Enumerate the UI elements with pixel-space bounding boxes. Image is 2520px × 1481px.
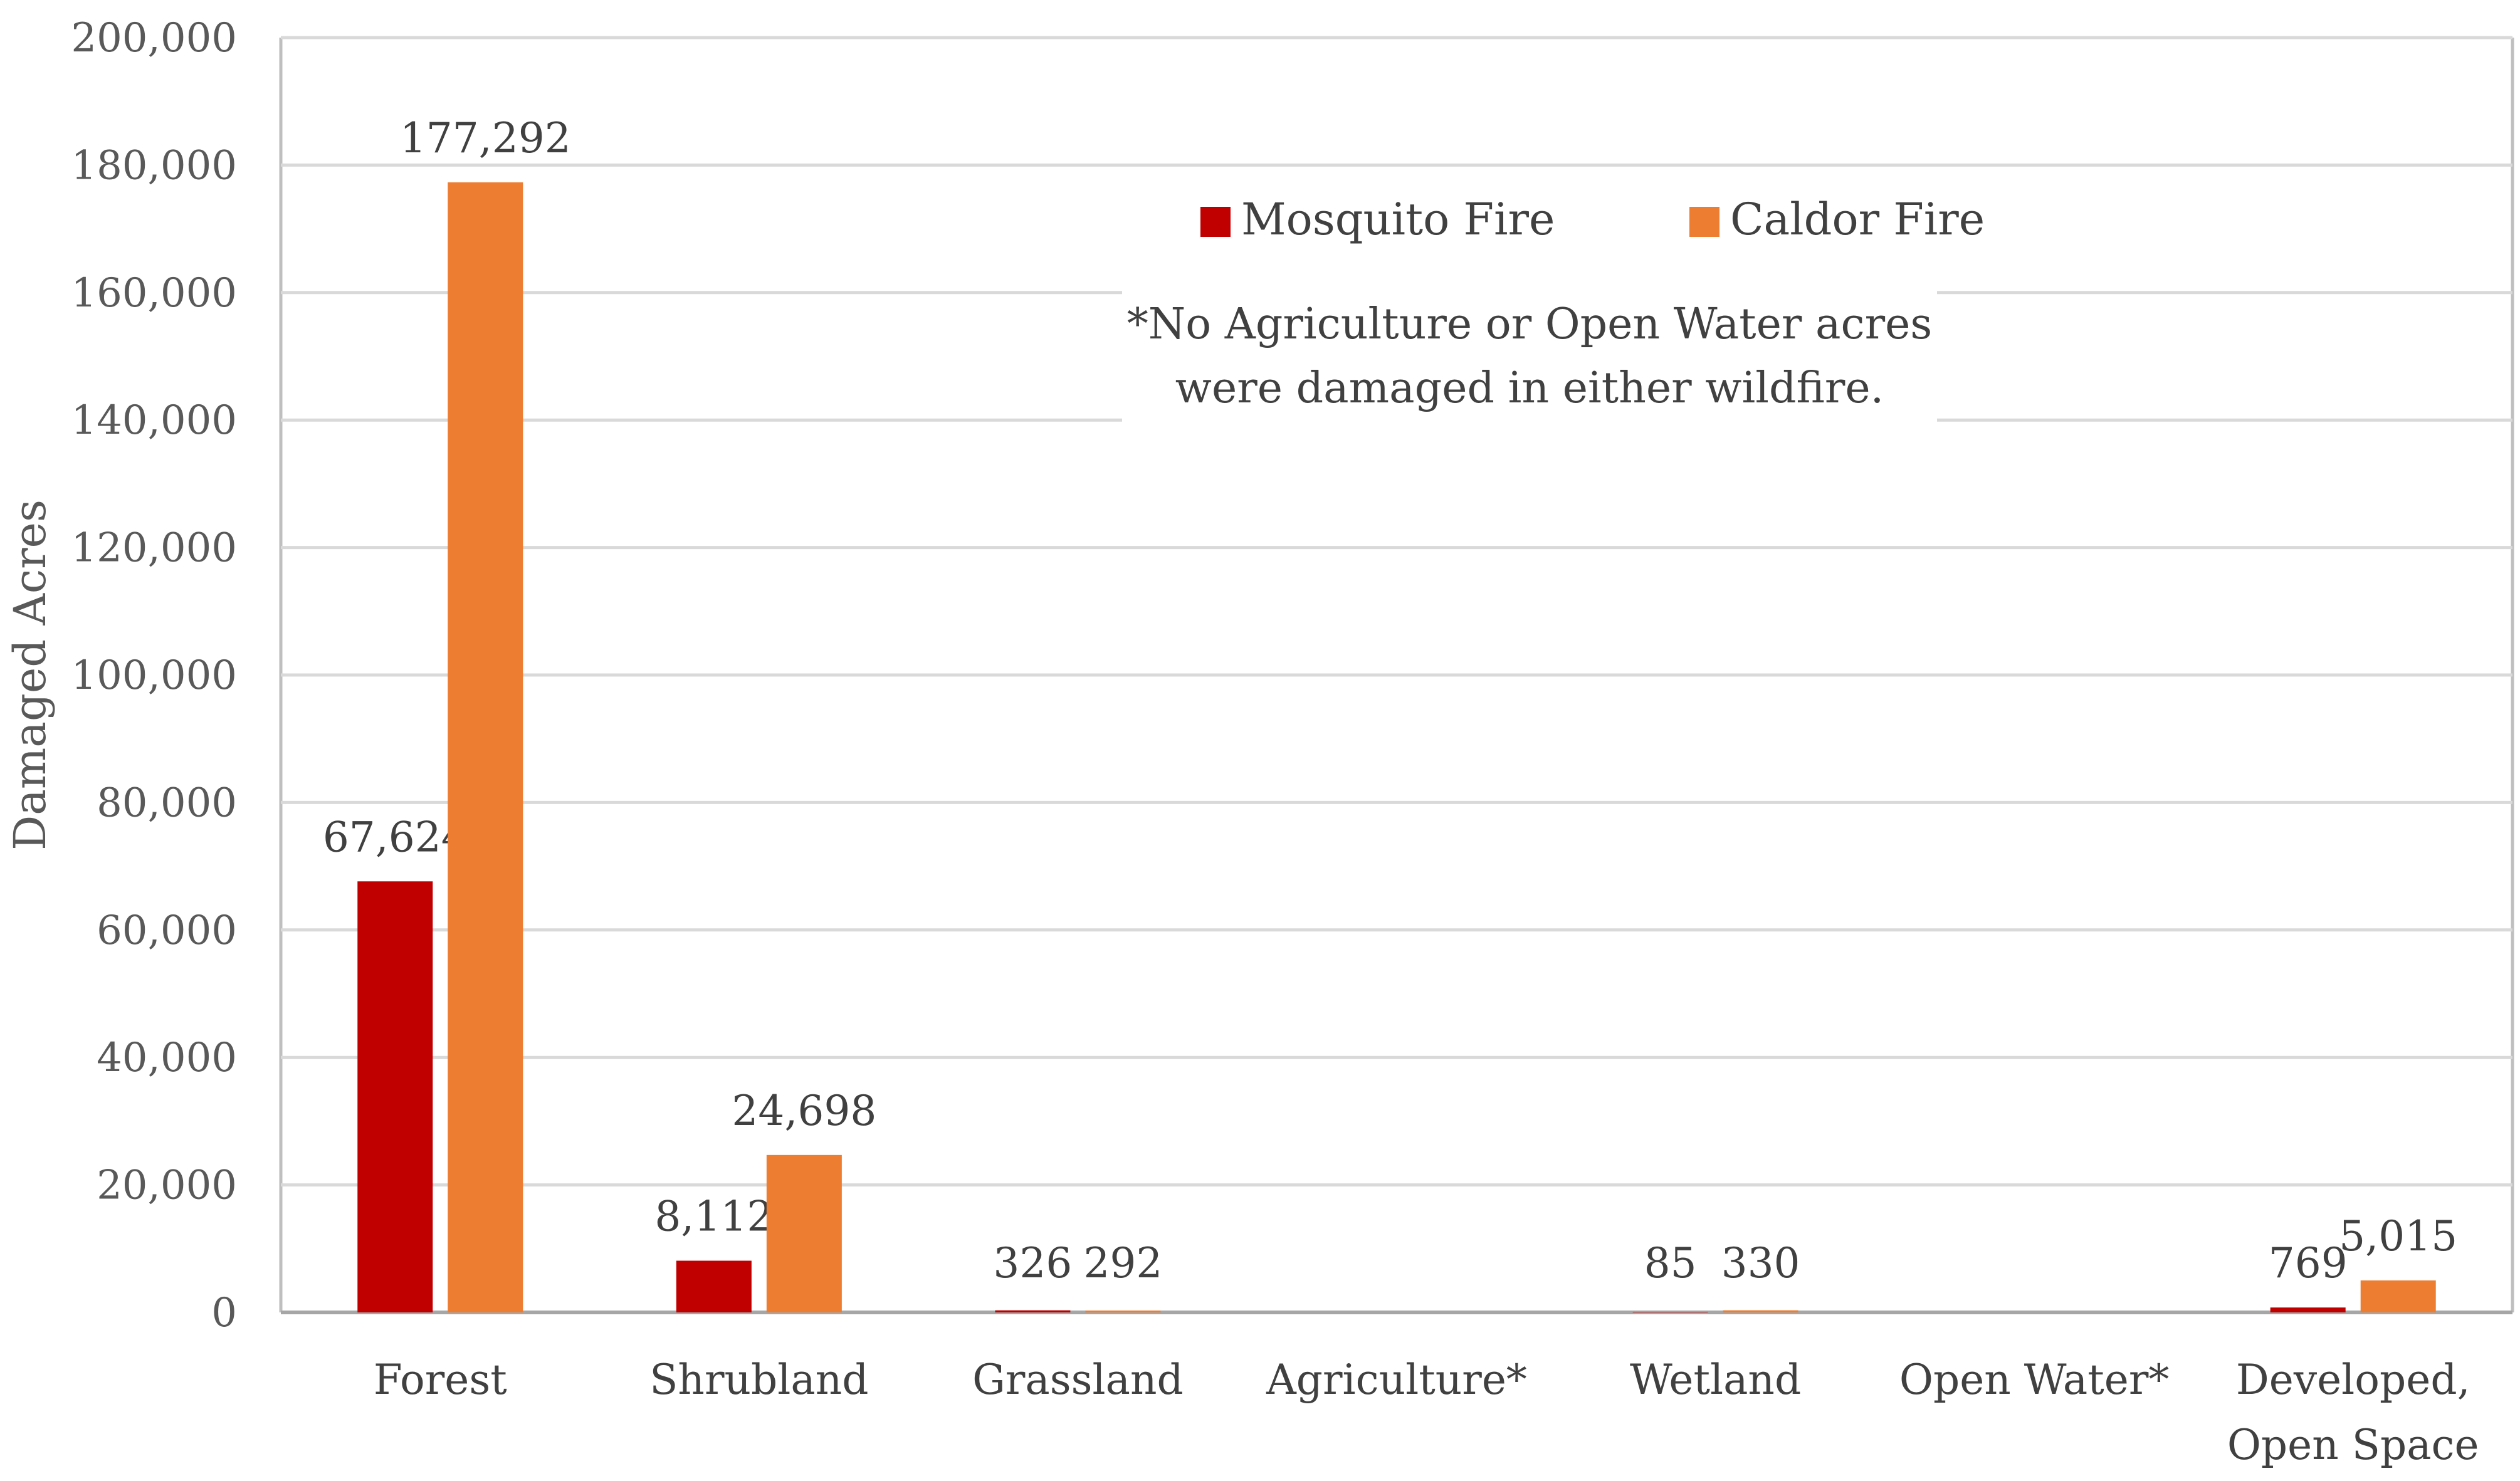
annotation-background xyxy=(1122,281,1937,429)
y-tick-label: 100,000 xyxy=(71,652,237,699)
legend-label: Mosquito Fire xyxy=(1241,194,1555,245)
y-tick-label: 80,000 xyxy=(97,780,237,826)
y-tick-label: 20,000 xyxy=(97,1163,237,1209)
data-label: 8,112 xyxy=(654,1193,773,1241)
annotation-text: *No Agriculture or Open Water acres xyxy=(1127,300,1933,349)
bar-mosquito xyxy=(2270,1307,2346,1312)
category-label: Grassland xyxy=(972,1356,1184,1404)
y-tick-label: 0 xyxy=(211,1290,237,1336)
category-label: Developed, xyxy=(2236,1356,2470,1404)
bar-mosquito xyxy=(676,1260,752,1312)
y-tick-label: 180,000 xyxy=(71,142,237,189)
category-label: Open Space xyxy=(2227,1421,2479,1469)
bar-mosquito xyxy=(995,1310,1071,1312)
y-tick-label: 60,000 xyxy=(97,908,237,954)
category-label: Shrubland xyxy=(649,1356,868,1404)
category-label: Forest xyxy=(374,1356,507,1404)
y-tick-label: 120,000 xyxy=(71,525,237,572)
category-label: Agriculture* xyxy=(1266,1356,1527,1404)
data-label: 85 xyxy=(1644,1239,1697,1287)
bar-caldor xyxy=(1085,1311,1161,1312)
category-label: Open Water* xyxy=(1899,1356,2169,1404)
legend-swatch-mosquito xyxy=(1200,207,1231,237)
bar-caldor xyxy=(766,1154,842,1312)
category-label: Wetland xyxy=(1630,1356,1801,1404)
data-label: 24,698 xyxy=(732,1087,876,1135)
bar-mosquito xyxy=(357,881,433,1312)
bar-caldor xyxy=(448,182,523,1312)
legend-label: Caldor Fire xyxy=(1730,194,1985,245)
y-axis-title: Damaged Acres xyxy=(4,500,56,850)
annotation-text: were damaged in either wildfire. xyxy=(1175,364,1884,413)
legend-swatch-caldor xyxy=(1689,207,1719,237)
data-label: 326 xyxy=(993,1239,1072,1287)
y-tick-label: 160,000 xyxy=(71,270,237,317)
bar-caldor xyxy=(1723,1310,1798,1312)
y-tick-label: 200,000 xyxy=(71,15,237,61)
data-label: 330 xyxy=(1721,1239,1800,1287)
y-tick-label: 140,000 xyxy=(71,397,237,444)
data-label: 5,015 xyxy=(2339,1212,2457,1260)
data-label: 67,624 xyxy=(323,813,468,861)
y-tick-label: 40,000 xyxy=(97,1035,237,1081)
data-label: 769 xyxy=(2269,1239,2348,1287)
data-label: 177,292 xyxy=(400,114,571,162)
data-label: 292 xyxy=(1083,1239,1162,1287)
legend-background xyxy=(1179,185,1981,254)
bar-caldor xyxy=(2360,1280,2436,1312)
